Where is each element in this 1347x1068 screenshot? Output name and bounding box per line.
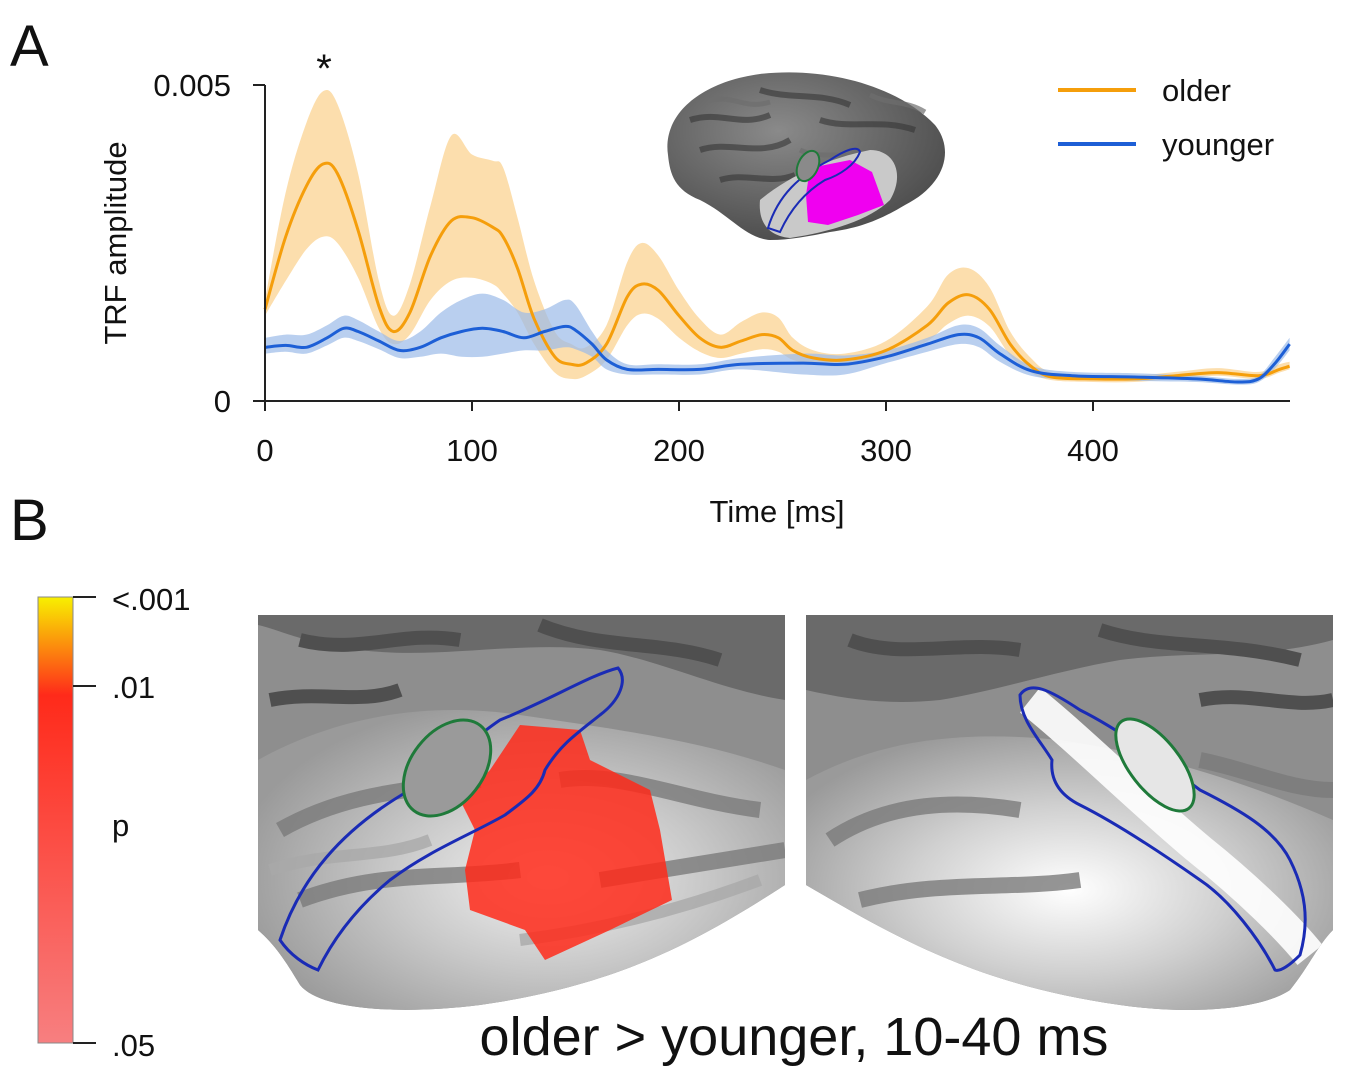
left-flatmap-image xyxy=(258,615,785,1010)
band-younger xyxy=(265,293,1290,385)
x-tick-label: 400 xyxy=(1067,433,1119,468)
y-tick-label: 0 xyxy=(214,384,231,419)
legend-younger-label: younger xyxy=(1162,127,1274,162)
line-older xyxy=(263,161,1291,381)
band-older xyxy=(265,90,1290,383)
significance-star: * xyxy=(316,47,332,91)
x-tick-label: 100 xyxy=(446,433,498,468)
legend: older younger xyxy=(1058,73,1274,162)
x-tick-label: 0 xyxy=(256,433,273,468)
roi-outline-green-right xyxy=(1114,717,1196,813)
trf-line-chart: 0 100 200 300 400 0 0.005 Time [ms] TRF ampli… xyxy=(98,47,1291,529)
y-tick-label: 0.005 xyxy=(153,68,231,103)
y-axis-label: TRF amplitude xyxy=(98,141,133,344)
colorbar-gradient xyxy=(37,596,74,1044)
panel-a-label: A xyxy=(10,14,49,79)
right-flatmap-image xyxy=(806,615,1333,1010)
panel-b-caption: older > younger, 10-40 ms xyxy=(480,1007,1109,1067)
series-lines xyxy=(263,161,1291,384)
line-younger xyxy=(264,324,1291,384)
significant-cluster-left xyxy=(460,725,672,960)
colorbar-tick-top: <.001 xyxy=(112,582,190,617)
x-tick-label: 300 xyxy=(860,433,912,468)
inset-brain-image xyxy=(667,72,945,240)
x-axis-label: Time [ms] xyxy=(710,494,845,529)
colorbar-tick-mid: .01 xyxy=(112,670,155,705)
confidence-bands xyxy=(265,90,1290,385)
panel-b-label: B xyxy=(10,488,49,553)
colorbar: <.001 .01 p .05 xyxy=(37,582,190,1063)
legend-older-label: older xyxy=(1162,73,1231,108)
roi-outline-green-left xyxy=(401,718,493,818)
colorbar-tick-bottom: .05 xyxy=(112,1028,155,1063)
x-ticks: 0 100 200 300 400 xyxy=(256,401,1119,468)
y-ticks: 0 0.005 xyxy=(153,68,265,419)
x-tick-label: 200 xyxy=(653,433,705,468)
colorbar-title: p xyxy=(112,808,129,843)
